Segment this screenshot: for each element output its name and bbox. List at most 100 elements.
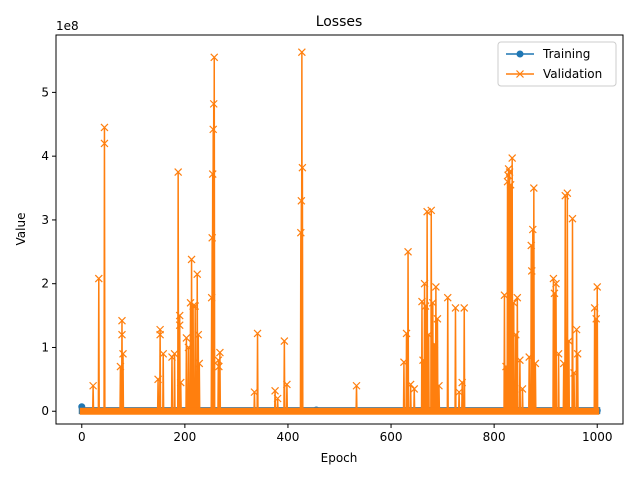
legend-training-marker: [516, 50, 524, 58]
validation-point-69: [500, 291, 509, 300]
validation-point-39: [273, 394, 282, 403]
validation-point-59-b: [428, 298, 437, 307]
validation-point-10-b: [156, 330, 165, 339]
validation-point-81-b: [518, 385, 527, 393]
validation-point-6-b: [118, 330, 126, 339]
validation-point-16-b: [175, 321, 184, 330]
validation-point-98: [572, 325, 581, 334]
validation-point-73-b: [504, 164, 513, 173]
validation-point-84-b: [527, 267, 536, 275]
y-tick-label-4: 4: [41, 149, 49, 163]
validation-point-87-b: [531, 359, 540, 368]
validation-point-69-b: [500, 291, 509, 300]
validation-point-48-b: [402, 329, 411, 338]
validation-point-91-b: [554, 349, 563, 358]
validation-point-43-b: [297, 196, 306, 205]
validation-point-68: [460, 304, 469, 312]
plot-content: [78, 48, 602, 415]
validation-point-67-b: [458, 378, 467, 387]
x-tick-label-600: 600: [380, 430, 403, 444]
validation-point-2: [100, 123, 109, 132]
x-tick-label-0: 0: [78, 430, 86, 444]
validation-point-35: [215, 348, 224, 357]
x-tick-label-1000: 1000: [582, 430, 613, 444]
validation-point-87: [531, 359, 540, 368]
validation-point-76: [508, 154, 517, 163]
validation-point-37-b: [253, 329, 262, 338]
validation-point-17: [176, 378, 185, 387]
y-axis-label: Value: [14, 213, 28, 246]
validation-point-31: [209, 99, 218, 108]
validation-point-88: [549, 274, 558, 283]
validation-point-55-b: [421, 302, 430, 310]
validation-point-46: [352, 381, 361, 390]
validation-point-28: [208, 233, 217, 242]
validation-point-18-b: [182, 333, 191, 342]
validation-point-17-b: [176, 378, 185, 387]
validation-point-94: [563, 189, 572, 198]
validation-point-41-b: [282, 380, 291, 389]
validation-point-13-b: [170, 349, 179, 358]
validation-point-46-b: [352, 381, 361, 390]
legend-box: [497, 41, 617, 87]
validation-point-8-b: [154, 375, 162, 384]
validation-point-1: [94, 274, 103, 283]
validation-point-3-b: [100, 139, 109, 148]
validation-point-39-b: [273, 394, 282, 403]
validation-point-51: [410, 385, 419, 393]
validation-point-19-b: [184, 343, 193, 352]
validation-point-37: [253, 329, 262, 338]
legend: Training Validation: [497, 41, 617, 87]
validation-point-64: [443, 293, 452, 302]
validation-point-34: [214, 362, 223, 371]
y-tick-label-5: 5: [41, 85, 49, 99]
validation-point-95: [564, 337, 573, 346]
legend-training-label: Training: [542, 47, 590, 61]
validation-point-36-b: [250, 388, 259, 397]
x-axis-label: Epoch: [321, 451, 358, 465]
validation-point-14-b: [174, 168, 183, 177]
validation-point-10: [156, 330, 165, 339]
validation-point-77-b: [509, 298, 518, 307]
validation-point-85: [528, 225, 537, 234]
validation-point-8: [154, 375, 162, 384]
validation-point-7: [119, 349, 127, 358]
validation-point-70-b: [502, 362, 510, 371]
validation-point-47-b: [400, 358, 408, 367]
validation-point-32: [210, 53, 219, 62]
validation-point-78-b: [511, 330, 520, 339]
validation-point-63: [435, 381, 443, 390]
validation-point-54-b: [420, 279, 429, 288]
validation-point-40-b: [280, 337, 289, 346]
validation-point-47: [400, 358, 408, 367]
validation-point-75-b: [506, 180, 515, 189]
validation-point-49-b: [404, 247, 412, 256]
validation-point-48: [402, 329, 411, 338]
validation-point-59: [428, 298, 437, 307]
validation-point-66: [455, 388, 464, 397]
validation-point-49: [404, 247, 412, 256]
validation-point-101-b: [592, 314, 601, 323]
y-offset-text: 1e8: [56, 19, 79, 33]
validation-point-64-b: [443, 293, 452, 302]
validation-point-98-b: [572, 325, 581, 334]
validation-point-21-b: [187, 255, 196, 264]
validation-point-24: [193, 270, 202, 279]
validation-point-19: [184, 343, 193, 352]
validation-point-2-b: [100, 123, 109, 132]
validation-point-7-b: [119, 349, 127, 358]
validation-point-32-b: [210, 53, 219, 62]
validation-point-13: [170, 349, 179, 358]
validation-point-44: [297, 48, 306, 57]
validation-point-65: [451, 304, 460, 312]
validation-point-89-b: [550, 289, 559, 298]
validation-point-24-b: [193, 270, 202, 279]
validation-point-101: [592, 314, 601, 323]
validation-point-96: [568, 214, 577, 223]
validation-point-31-b: [209, 99, 218, 108]
validation-point-35-b: [215, 348, 224, 357]
validation-point-62: [433, 314, 442, 323]
validation-point-5: [118, 316, 126, 325]
legend-validation-x-b: [516, 70, 524, 78]
